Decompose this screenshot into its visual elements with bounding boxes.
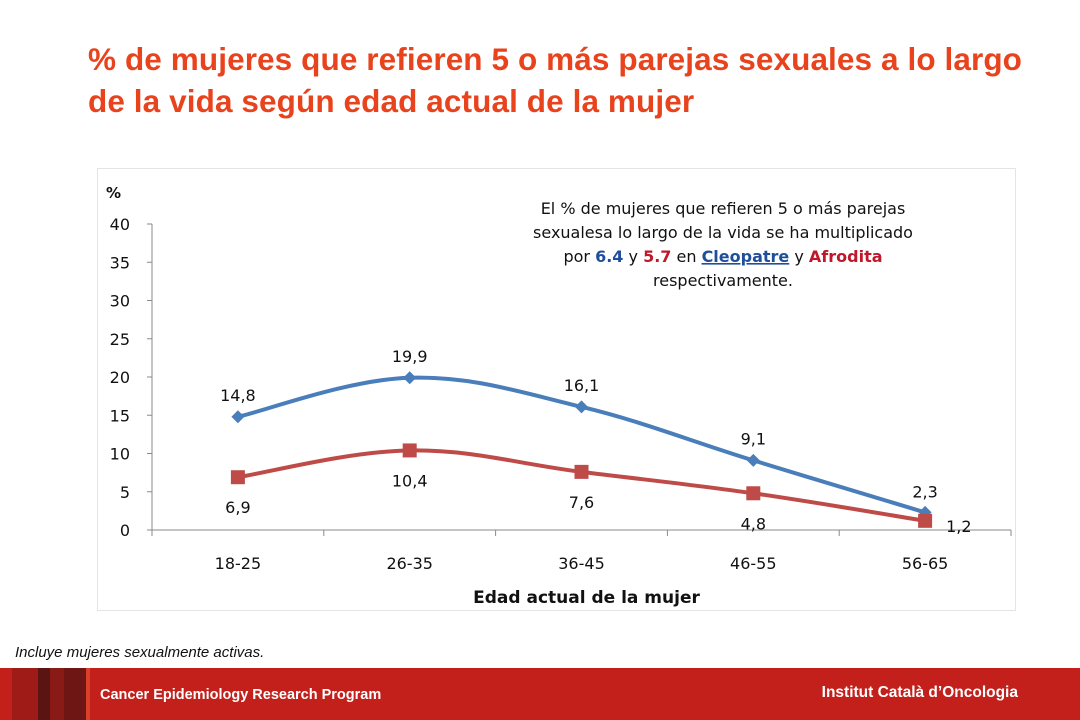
x-tick-label: 46-55 <box>730 554 777 573</box>
data-label: 19,9 <box>392 347 428 366</box>
data-point <box>746 486 761 501</box>
annotation-line: respectivamente. <box>653 271 793 290</box>
line-chart: 0 5 10 15 20 25 30 35 40% 18-25 26-35 36-45 46-55 56-… <box>106 184 1012 608</box>
annotation-line: sexualesa lo largo de la vida se ha mult… <box>533 223 913 242</box>
data-label: 9,1 <box>741 429 766 448</box>
data-label: 1,2 <box>946 517 971 536</box>
y-tick-label: 30 <box>110 292 130 311</box>
data-point <box>403 371 417 385</box>
y-tick-label: 20 <box>110 368 130 387</box>
footer-stripe <box>12 668 38 720</box>
data-label: 10,4 <box>392 471 428 490</box>
x-axis-label: Edad actual de la mujer <box>473 588 700 608</box>
y-tick-label: 0 <box>120 521 130 540</box>
footnote: Incluye mujeres sexualmente activas. <box>15 644 265 661</box>
y-axis-label: % <box>106 184 121 202</box>
y-tick-label: 5 <box>120 483 130 502</box>
data-point <box>230 470 245 485</box>
annotation-span: y <box>789 247 809 266</box>
data-point <box>402 443 417 458</box>
footer-stripe <box>50 668 64 720</box>
data-label: 7,6 <box>569 493 594 512</box>
data-point <box>574 464 589 479</box>
footer-stripe <box>38 668 50 720</box>
slide-title: % de mujeres que refieren 5 o más pareja… <box>88 41 1023 119</box>
data-point <box>231 410 245 424</box>
data-point <box>918 505 932 519</box>
y-tick-label: 40 <box>110 215 130 234</box>
annotation-span: y <box>623 247 643 266</box>
chart-area: 0 5 10 15 20 25 30 35 40% 18-25 26-35 36-45 46-55 56-… <box>97 168 1016 611</box>
annotation-span: Afrodita <box>809 247 883 266</box>
institution-name: Institut Català d’Oncologia <box>821 684 1018 701</box>
annotation-span: 6.4 <box>595 247 623 266</box>
footer-bar: Cancer Epidemiology Research Program Ins… <box>0 668 1080 720</box>
footer-stripe <box>86 668 90 720</box>
annotation-line: El % de mujeres que refieren 5 o más par… <box>541 199 906 218</box>
annotation-span: 5.7 <box>643 247 671 266</box>
data-label: 2,3 <box>912 482 937 501</box>
data-point <box>918 513 933 528</box>
data-point <box>575 400 588 414</box>
footer-stripe <box>64 668 86 720</box>
data-label: 4,8 <box>741 514 766 533</box>
data-label: 6,9 <box>225 498 250 517</box>
data-label: 16,1 <box>564 376 600 395</box>
annotation-span: en <box>671 247 701 266</box>
data-point <box>746 453 760 467</box>
annotation-span: por <box>563 247 595 266</box>
x-tick-label: 18-25 <box>215 554 262 573</box>
data-label: 14,8 <box>220 386 256 405</box>
y-tick-label: 35 <box>110 253 130 272</box>
x-tick-label: 56-65 <box>902 554 949 573</box>
annotation-span: Cleopatre <box>702 247 790 266</box>
y-tick-label: 10 <box>110 445 130 464</box>
program-name: Cancer Epidemiology Research Program <box>100 687 382 703</box>
annotation-line: por 6.4 y 5.7 en Cleopatre y Afrodita <box>563 247 882 266</box>
y-tick-label: 15 <box>110 406 130 425</box>
x-tick-label: 26-35 <box>386 554 433 573</box>
x-tick-label: 36-45 <box>558 554 605 573</box>
y-tick-label: 25 <box>110 330 130 349</box>
